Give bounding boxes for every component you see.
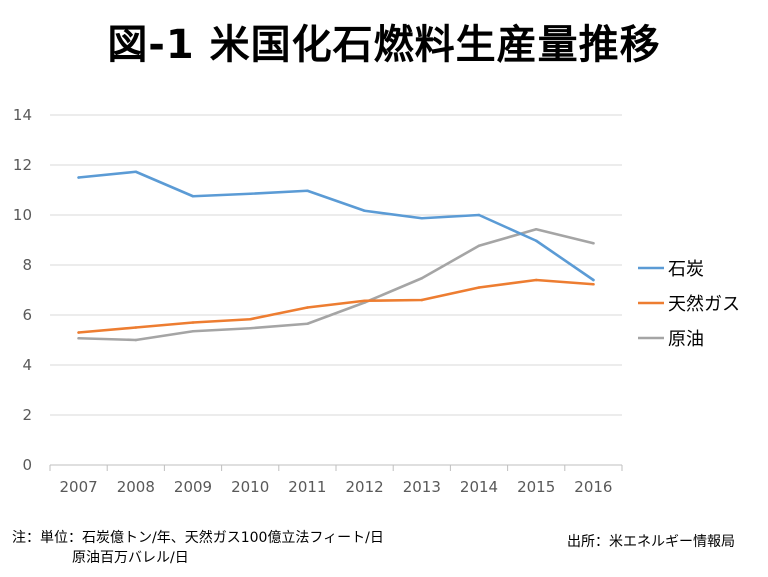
data-point bbox=[77, 176, 80, 179]
data-point bbox=[534, 239, 538, 243]
x-tick-label: 2009 bbox=[174, 478, 212, 496]
data-point bbox=[420, 298, 424, 302]
data-point bbox=[306, 306, 309, 309]
data-point bbox=[134, 338, 138, 342]
source-note: 出所：米エネルギー情報局 bbox=[567, 534, 735, 550]
data-point bbox=[592, 241, 595, 245]
series-line-0 bbox=[77, 170, 595, 282]
x-tick-label: 2016 bbox=[574, 478, 612, 496]
data-point bbox=[363, 209, 366, 213]
data-point bbox=[592, 282, 595, 286]
x-tick-label: 2011 bbox=[288, 478, 326, 496]
data-point bbox=[191, 194, 195, 198]
data-point bbox=[306, 322, 309, 326]
y-tick-label: 6 bbox=[22, 306, 32, 324]
y-tick-label: 14 bbox=[13, 106, 32, 124]
x-tick-label: 2010 bbox=[231, 478, 269, 496]
unit-note-line2: 原油百万バレル/日 bbox=[72, 550, 189, 566]
data-point bbox=[420, 276, 424, 280]
data-point bbox=[248, 192, 252, 196]
series-line-2 bbox=[77, 227, 595, 342]
unit-note: 注：単位：石炭億トン/年、天然ガス100億立法フィート/日 bbox=[12, 530, 384, 546]
legend-label: 原油 bbox=[668, 329, 704, 350]
y-tick-label: 12 bbox=[13, 156, 32, 174]
series-lines bbox=[77, 170, 595, 342]
data-point bbox=[134, 326, 138, 329]
data-point bbox=[592, 278, 595, 282]
data-point bbox=[420, 216, 424, 220]
data-point bbox=[77, 336, 80, 340]
x-tick-label: 2014 bbox=[460, 478, 498, 496]
data-point bbox=[477, 244, 481, 248]
data-point bbox=[306, 189, 309, 193]
y-tick-label: 0 bbox=[22, 456, 32, 474]
gridlines bbox=[50, 114, 622, 466]
chart-title: 図-1 米国化石燃料生産量推移 bbox=[107, 22, 661, 68]
data-point bbox=[363, 299, 366, 303]
legend-label: 天然ガス bbox=[668, 294, 740, 315]
data-point bbox=[477, 286, 481, 289]
y-axis-ticks: 0 2 4 6 8 10 12 14 bbox=[13, 106, 32, 474]
legend-label: 石炭 bbox=[668, 259, 704, 280]
data-point bbox=[191, 321, 195, 324]
x-tick-label: 2007 bbox=[60, 478, 98, 496]
line-chart: 0 2 4 6 8 10 12 14 2007 2008 2009 2010 2011 2012 2013… bbox=[13, 106, 740, 496]
x-axis-ticks: 2007 2008 2009 2010 2011 2012 2013 2014 2015 2016 bbox=[49, 465, 623, 496]
data-point bbox=[248, 326, 252, 330]
data-point bbox=[534, 227, 538, 231]
x-tick-label: 2013 bbox=[403, 478, 441, 496]
y-tick-label: 8 bbox=[22, 256, 32, 274]
x-tick-label: 2008 bbox=[117, 478, 155, 496]
data-point bbox=[477, 213, 481, 217]
y-tick-label: 10 bbox=[13, 206, 32, 224]
data-point bbox=[248, 317, 252, 321]
data-point bbox=[191, 329, 195, 333]
x-tick-label: 2012 bbox=[346, 478, 384, 496]
series-line-1 bbox=[77, 278, 595, 334]
y-tick-label: 4 bbox=[22, 356, 32, 374]
y-tick-label: 2 bbox=[22, 406, 32, 424]
data-point bbox=[134, 170, 138, 174]
data-point bbox=[77, 331, 80, 334]
x-tick-label: 2015 bbox=[517, 478, 555, 496]
data-point bbox=[534, 278, 538, 282]
